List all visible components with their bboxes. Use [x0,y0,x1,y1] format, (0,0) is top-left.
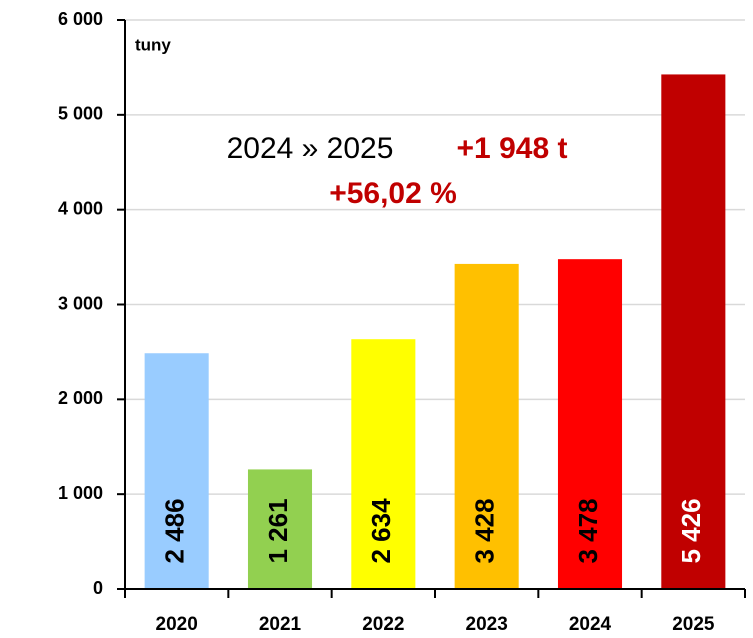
annotation: 2024 » 2025 [227,132,394,165]
bar [144,353,209,589]
y-tick-label: 2 000 [58,388,103,408]
x-tick-label: 2020 [156,614,198,635]
bar [661,74,726,590]
value-label: 2 486 [160,498,190,563]
y-tick-label: 6 000 [58,9,103,29]
y-tick-label: 1 000 [58,483,103,503]
y-tick-label: 0 [93,578,103,598]
value-label: 3 478 [573,498,603,563]
value-label: 3 428 [470,498,500,563]
y-tick-label: 4 000 [58,198,103,218]
x-tick-label: 2021 [259,614,302,635]
y-tick-label: 5 000 [58,104,103,124]
value-label: 1 261 [263,498,293,563]
x-tick-label: 2025 [672,614,715,635]
x-tick-label: 2023 [466,614,508,635]
value-label: 2 634 [366,498,396,564]
grid [125,19,745,495]
bar [557,259,623,589]
value-label: 5 426 [676,498,706,563]
x-tick-label: 2022 [362,614,404,635]
x-tick-label: 2024 [569,614,612,635]
annotation: +1 948 t [457,132,568,165]
annotation: +56,02 % [329,177,457,210]
bar [454,263,519,589]
bar [247,469,313,589]
y-tick-label: 3 000 [58,293,103,313]
y-axis-label: tuny [135,35,171,54]
bar [351,339,416,589]
